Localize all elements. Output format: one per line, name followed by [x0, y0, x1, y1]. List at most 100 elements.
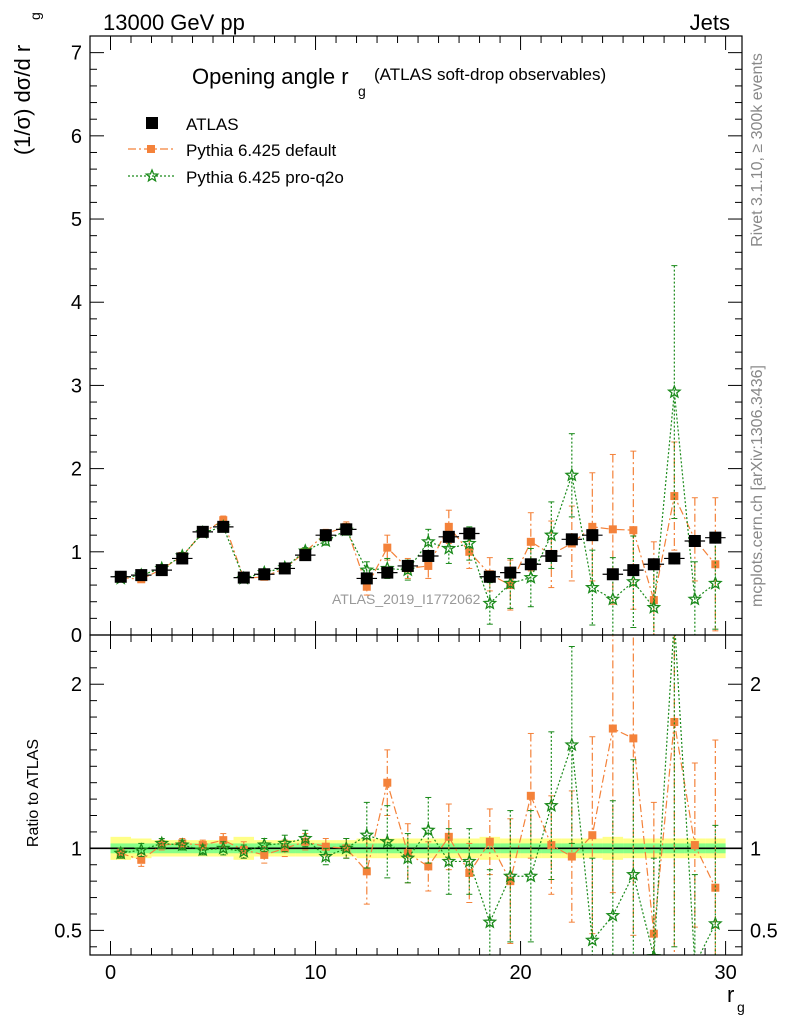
ylabel-main-text: (1/σ) dσ/d r [10, 45, 35, 155]
atlas-point [586, 529, 599, 542]
atlas-point [217, 520, 230, 533]
legend-marker-atlas [146, 117, 158, 129]
atlas-point [647, 558, 660, 571]
legend-label-atlas: ATLAS [186, 115, 239, 134]
main-proq2o-point [482, 595, 498, 610]
main-default-point [362, 582, 371, 591]
atlas-point [196, 525, 209, 538]
atlas-point [340, 523, 353, 536]
main-default-point [444, 522, 453, 531]
ratio-proq2o-point [400, 850, 416, 865]
title-sub: g [358, 83, 366, 99]
ratio-default-point [157, 841, 166, 850]
x-tick-label: 10 [304, 962, 326, 984]
ratio-default-point [362, 867, 371, 876]
main-default-point [526, 537, 535, 546]
ratio-proq2o-point [482, 914, 498, 929]
ratio-proq2o-point [277, 835, 293, 850]
main-default-point [670, 492, 679, 501]
main-default-point [424, 561, 433, 570]
main-y-tick-label: 2 [71, 459, 82, 481]
atlas-point [381, 566, 394, 579]
xlabel-text: r [727, 982, 734, 1007]
atlas-point [606, 568, 619, 581]
main-y-tick-label: 3 [71, 375, 82, 397]
ratio-proq2o-point [379, 833, 395, 849]
x-tick-label: 30 [714, 962, 736, 984]
main-proq2o-point [605, 591, 621, 606]
ratio-proq2o-point [605, 907, 621, 922]
ratio-proq2o-point [523, 868, 539, 883]
chart-title: Opening angle r g (ATLAS soft-drop obser… [192, 64, 606, 99]
ratio-proq2o-point [256, 837, 272, 852]
ratio-default-point [629, 734, 638, 743]
ratio-proq2o-point [133, 842, 149, 857]
main-proq2o-point [543, 527, 559, 542]
main-proq2o-point [646, 599, 662, 614]
ratio-proq2o-point [543, 797, 559, 812]
main-y-tick-label: 0 [71, 625, 82, 647]
ratio-y-tick-label-right: 1 [750, 838, 761, 860]
atlas-point [278, 562, 291, 575]
ratio-data [90, 635, 742, 955]
ratio-default-point [690, 841, 699, 850]
ratio-proq2o-point [215, 840, 231, 855]
main-proq2o-point [461, 535, 477, 550]
ratio-default-point [526, 791, 535, 800]
ratio-default-point [670, 717, 679, 726]
header-left: 13000 GeV pp [103, 10, 245, 35]
ratio-proq2o-point [441, 853, 457, 868]
ratio-y-tick-label: 0.5 [54, 920, 82, 942]
main-default-point [711, 560, 720, 569]
xlabel: r g [727, 982, 745, 1015]
main-proq2o-point [707, 575, 723, 590]
atlas-point [401, 559, 414, 572]
atlas-point [668, 552, 681, 565]
ratio-proq2o-point [707, 916, 723, 931]
main-proq2o-point [502, 575, 518, 590]
xlabel-sub: g [737, 999, 745, 1015]
atlas-point [709, 531, 722, 544]
ratio-default-point [321, 842, 330, 851]
ratio-default-line [120, 721, 716, 934]
ratio-plot: 0 10 20 30 0.5 0.5 1 1 2 2 [54, 634, 778, 984]
ratio-proq2o-point [195, 842, 211, 857]
legend: ATLAS Pythia 6.425 default Pythia 6.425 … [128, 115, 344, 187]
ratio-proq2o-point [236, 843, 252, 858]
legend-marker-proq2o [144, 168, 160, 183]
legend-label-default: Pythia 6.425 default [186, 141, 337, 160]
main-y-tick-label: 7 [71, 43, 82, 65]
legend-marker-default [147, 145, 155, 153]
main-proq2o-point [584, 579, 600, 594]
ratio-y-tick-label-right: 0.5 [750, 920, 778, 942]
ratio-y-tick-label: 2 [71, 674, 82, 696]
atlas-point [565, 533, 578, 546]
ratio-proq2o-point [174, 837, 190, 852]
atlas-point [319, 529, 332, 542]
atlas-point [545, 549, 558, 562]
atlas-point [504, 566, 517, 579]
header-right: Jets [690, 10, 730, 35]
main-default-point [588, 522, 597, 531]
main-y-tick-label: 5 [71, 209, 82, 231]
title-suffix: (ATLAS soft-drop observables) [374, 65, 606, 84]
main-y-tick-label: 4 [71, 292, 82, 314]
ratio-proq2o-point [318, 848, 334, 863]
atlas-point [135, 569, 148, 582]
main-data [110, 265, 726, 635]
atlas-point [299, 549, 312, 562]
ratio-proq2o-point [338, 840, 354, 855]
main-proq2o-point [625, 573, 641, 589]
main-proq2o-point [420, 534, 436, 549]
watermark: ATLAS_2019_I1772062 [332, 591, 481, 607]
main-y-tick-label: 1 [71, 542, 82, 564]
ratio-proq2o-point [297, 830, 313, 845]
ratio-default-point [219, 836, 228, 845]
x-tick-label: 0 [105, 962, 116, 984]
mcplots-label: mcplots.cern.ch [arXiv:1306.3436] [749, 365, 766, 607]
ratio-default-point [608, 724, 617, 733]
rivet-label: Rivet 3.1.10, ≥ 300k events [749, 53, 766, 247]
ratio-frame [89, 634, 743, 956]
